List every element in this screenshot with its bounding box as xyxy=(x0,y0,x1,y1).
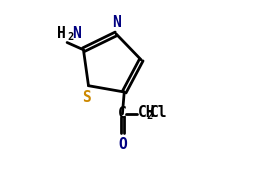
Text: 2: 2 xyxy=(147,111,153,121)
Text: N: N xyxy=(113,15,121,30)
Text: CH: CH xyxy=(138,105,155,120)
Text: 2: 2 xyxy=(67,32,73,42)
Text: C: C xyxy=(118,106,127,121)
Text: N: N xyxy=(72,26,81,41)
Text: S: S xyxy=(82,90,91,105)
Text: O: O xyxy=(118,137,127,152)
Text: H: H xyxy=(58,26,66,41)
Text: Cl: Cl xyxy=(150,105,167,120)
